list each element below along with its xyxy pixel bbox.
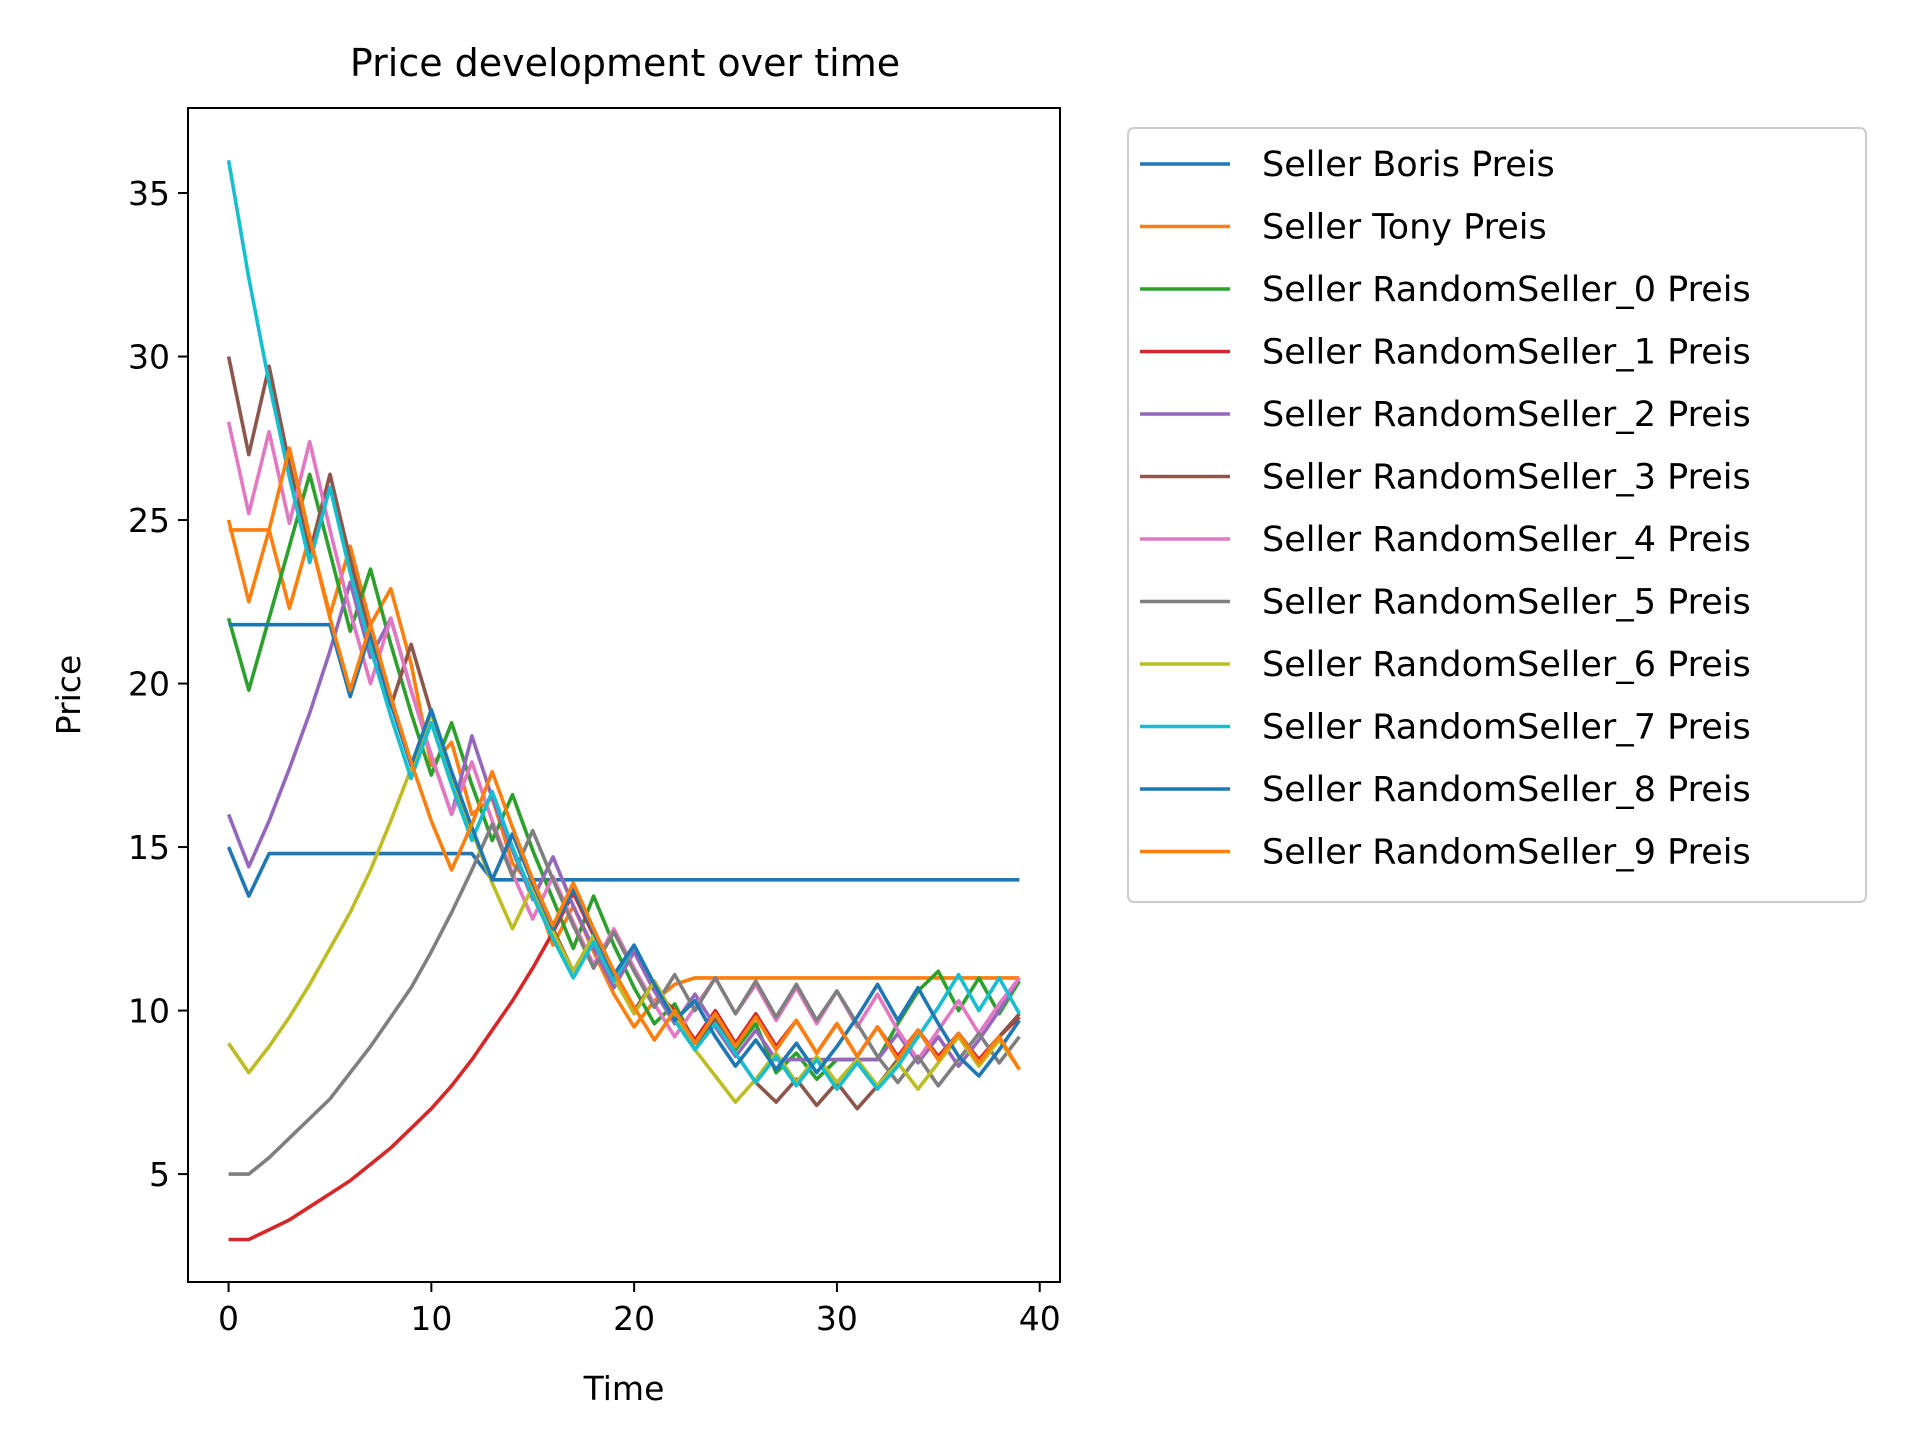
x-axis-label: Time — [583, 1369, 665, 1408]
y-tick-label-2: 15 — [128, 828, 170, 867]
legend-label-9: Seller RandomSeller_7 Preis — [1262, 708, 1751, 748]
legend-label-6: Seller RandomSeller_4 Preis — [1262, 520, 1751, 560]
legend-label-11: Seller RandomSeller_9 Preis — [1262, 833, 1751, 873]
legend: Seller Boris Preis Seller Tony Preis Selle… — [1127, 127, 1867, 903]
x-tick-label-4: 40 — [1019, 1299, 1061, 1338]
y-tick-label-5: 30 — [128, 338, 170, 377]
series-line-7 — [228, 822, 1021, 1176]
series-line-0 — [226, 846, 1020, 898]
y-tick-label-4: 25 — [128, 501, 170, 540]
y-axis-label: Price — [49, 655, 88, 736]
x-tick-label-2: 20 — [613, 1299, 655, 1338]
legend-label-10: Seller RandomSeller_8 Preis — [1262, 770, 1751, 810]
y-tick-label-3: 20 — [128, 665, 170, 704]
legend-label-3: Seller RandomSeller_1 Preis — [1262, 333, 1751, 373]
series-line-10 — [228, 622, 1021, 1078]
legend-frame — [1127, 127, 1867, 903]
x-tick-label-3: 30 — [816, 1299, 858, 1338]
legend-label-5: Seller RandomSeller_3 Preis — [1262, 458, 1751, 498]
series-line-9 — [226, 159, 1021, 1091]
legend-label-4: Seller RandomSeller_2 Preis — [1262, 395, 1751, 435]
y-tick-label-6: 35 — [128, 174, 170, 213]
legend-label-7: Seller RandomSeller_5 Preis — [1262, 583, 1751, 623]
chart-title: Price development over time — [350, 41, 900, 85]
plot-frame — [187, 107, 1061, 1283]
y-axis: 5 10 15 20 25 30 35 — [128, 174, 188, 1194]
legend-label-1: Seller Tony Preis — [1262, 208, 1547, 248]
x-tick-label-1: 10 — [410, 1299, 452, 1338]
y-tick-label-0: 5 — [149, 1155, 170, 1194]
series-line-8 — [227, 711, 1021, 1104]
y-tick-label-1: 10 — [128, 992, 170, 1031]
x-tick-label-0: 0 — [218, 1299, 239, 1338]
x-axis: 0 10 20 30 40 — [218, 1282, 1061, 1338]
legend-label-2: Seller RandomSeller_0 Preis — [1262, 270, 1751, 310]
legend-label-8: Seller RandomSeller_6 Preis — [1262, 645, 1751, 685]
plot-area — [226, 159, 1021, 1242]
legend-label-0: Seller Boris Preis — [1262, 145, 1555, 185]
series-line-11 — [228, 446, 1021, 1071]
series-line-1 — [226, 519, 1020, 1029]
